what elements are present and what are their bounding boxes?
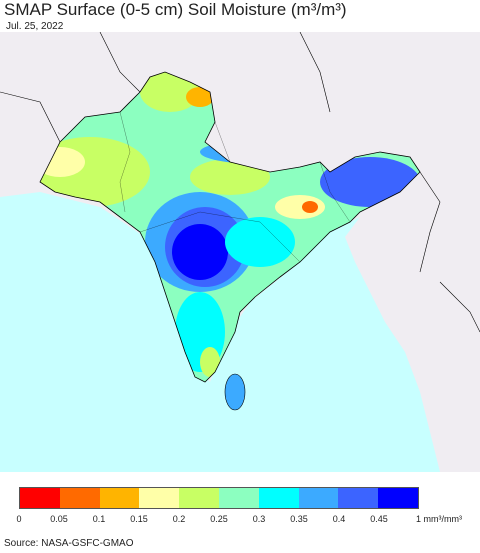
colorbar-tick-label: 0.3: [252, 514, 266, 524]
colorbar-tick-label: 0.25: [210, 514, 228, 524]
map-date: Jul. 25, 2022: [6, 21, 64, 32]
colorbar-unit: mm³/mm³: [421, 514, 462, 524]
colorbar-swatch: [378, 488, 418, 508]
colorbar-tick-label: 0.15: [130, 514, 148, 524]
neighbor-borders: [0, 32, 480, 333]
colorbar-tick-label: 0: [16, 514, 22, 524]
colorbar-tick-label: 0.4: [332, 514, 346, 524]
colorbar-tick-label: 0.2: [172, 514, 186, 524]
colorbar-swatch: [20, 488, 60, 508]
colorbar-swatch: [99, 488, 140, 508]
colorbar-tick-label: 0.1: [92, 514, 106, 524]
source-credit: Source: NASA-GSFC-GMAO: [4, 538, 134, 549]
land-southeast: [345, 217, 480, 472]
colorbar-tick-label: 0.05: [50, 514, 68, 524]
soil-moisture-map: [0, 32, 480, 472]
internal-borders: [119, 111, 351, 263]
colorbar-tick-label: 0.35: [290, 514, 308, 524]
colorbar-swatch: [218, 488, 259, 508]
colorbar-swatch: [298, 488, 339, 508]
map-title: SMAP Surface (0-5 cm) Soil Moisture (m³/…: [4, 0, 347, 19]
colorbar-swatch: [338, 488, 379, 508]
colorbar-swatch: [59, 488, 100, 508]
country-borders: [39, 71, 421, 383]
colorbar-tick-label: 1 mm³/mm³: [416, 514, 462, 524]
colorbar: [19, 487, 419, 509]
colorbar-swatch: [179, 488, 219, 508]
colorbar-swatch: [139, 488, 180, 508]
colorbar-swatch: [258, 488, 299, 508]
sri-lanka: [224, 373, 246, 411]
colorbar-tick-label: 0.45: [370, 514, 388, 524]
